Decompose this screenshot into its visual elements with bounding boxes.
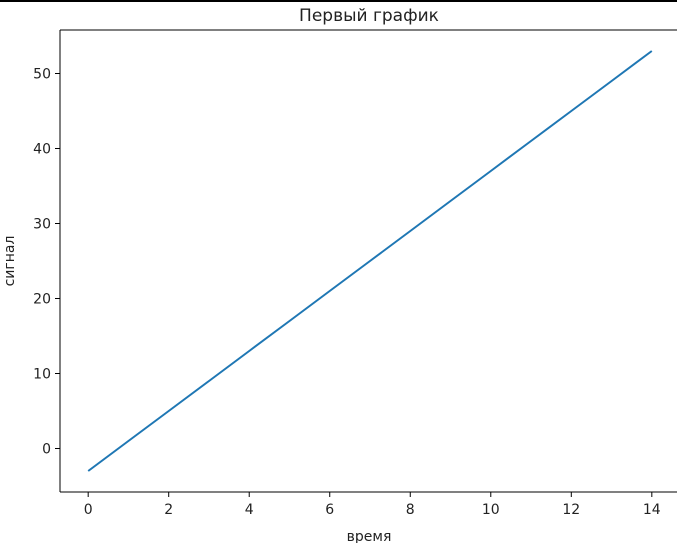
series-line <box>87 50 653 472</box>
y-axis-label: сигнал <box>2 236 18 287</box>
x-tick-label: 10 <box>482 502 500 518</box>
y-tick-label: 40 <box>33 142 51 158</box>
x-tick-label: 14 <box>643 502 661 518</box>
x-tick-label: 2 <box>164 502 173 518</box>
y-tick-label: 0 <box>42 442 51 458</box>
y-tick-label: 20 <box>33 292 51 308</box>
x-axis-label: время <box>347 529 392 543</box>
y-tick-label: 50 <box>33 67 51 83</box>
x-tick-label: 6 <box>325 502 334 518</box>
x-tick-label: 0 <box>84 502 93 518</box>
chart-title: Первый график <box>299 6 439 26</box>
x-tick-label: 12 <box>562 502 580 518</box>
x-tick-label: 8 <box>406 502 415 518</box>
x-tick-label: 4 <box>245 502 254 518</box>
y-tick-label: 30 <box>33 217 51 233</box>
window-top-border <box>0 0 677 2</box>
y-tick-label: 10 <box>33 367 51 383</box>
